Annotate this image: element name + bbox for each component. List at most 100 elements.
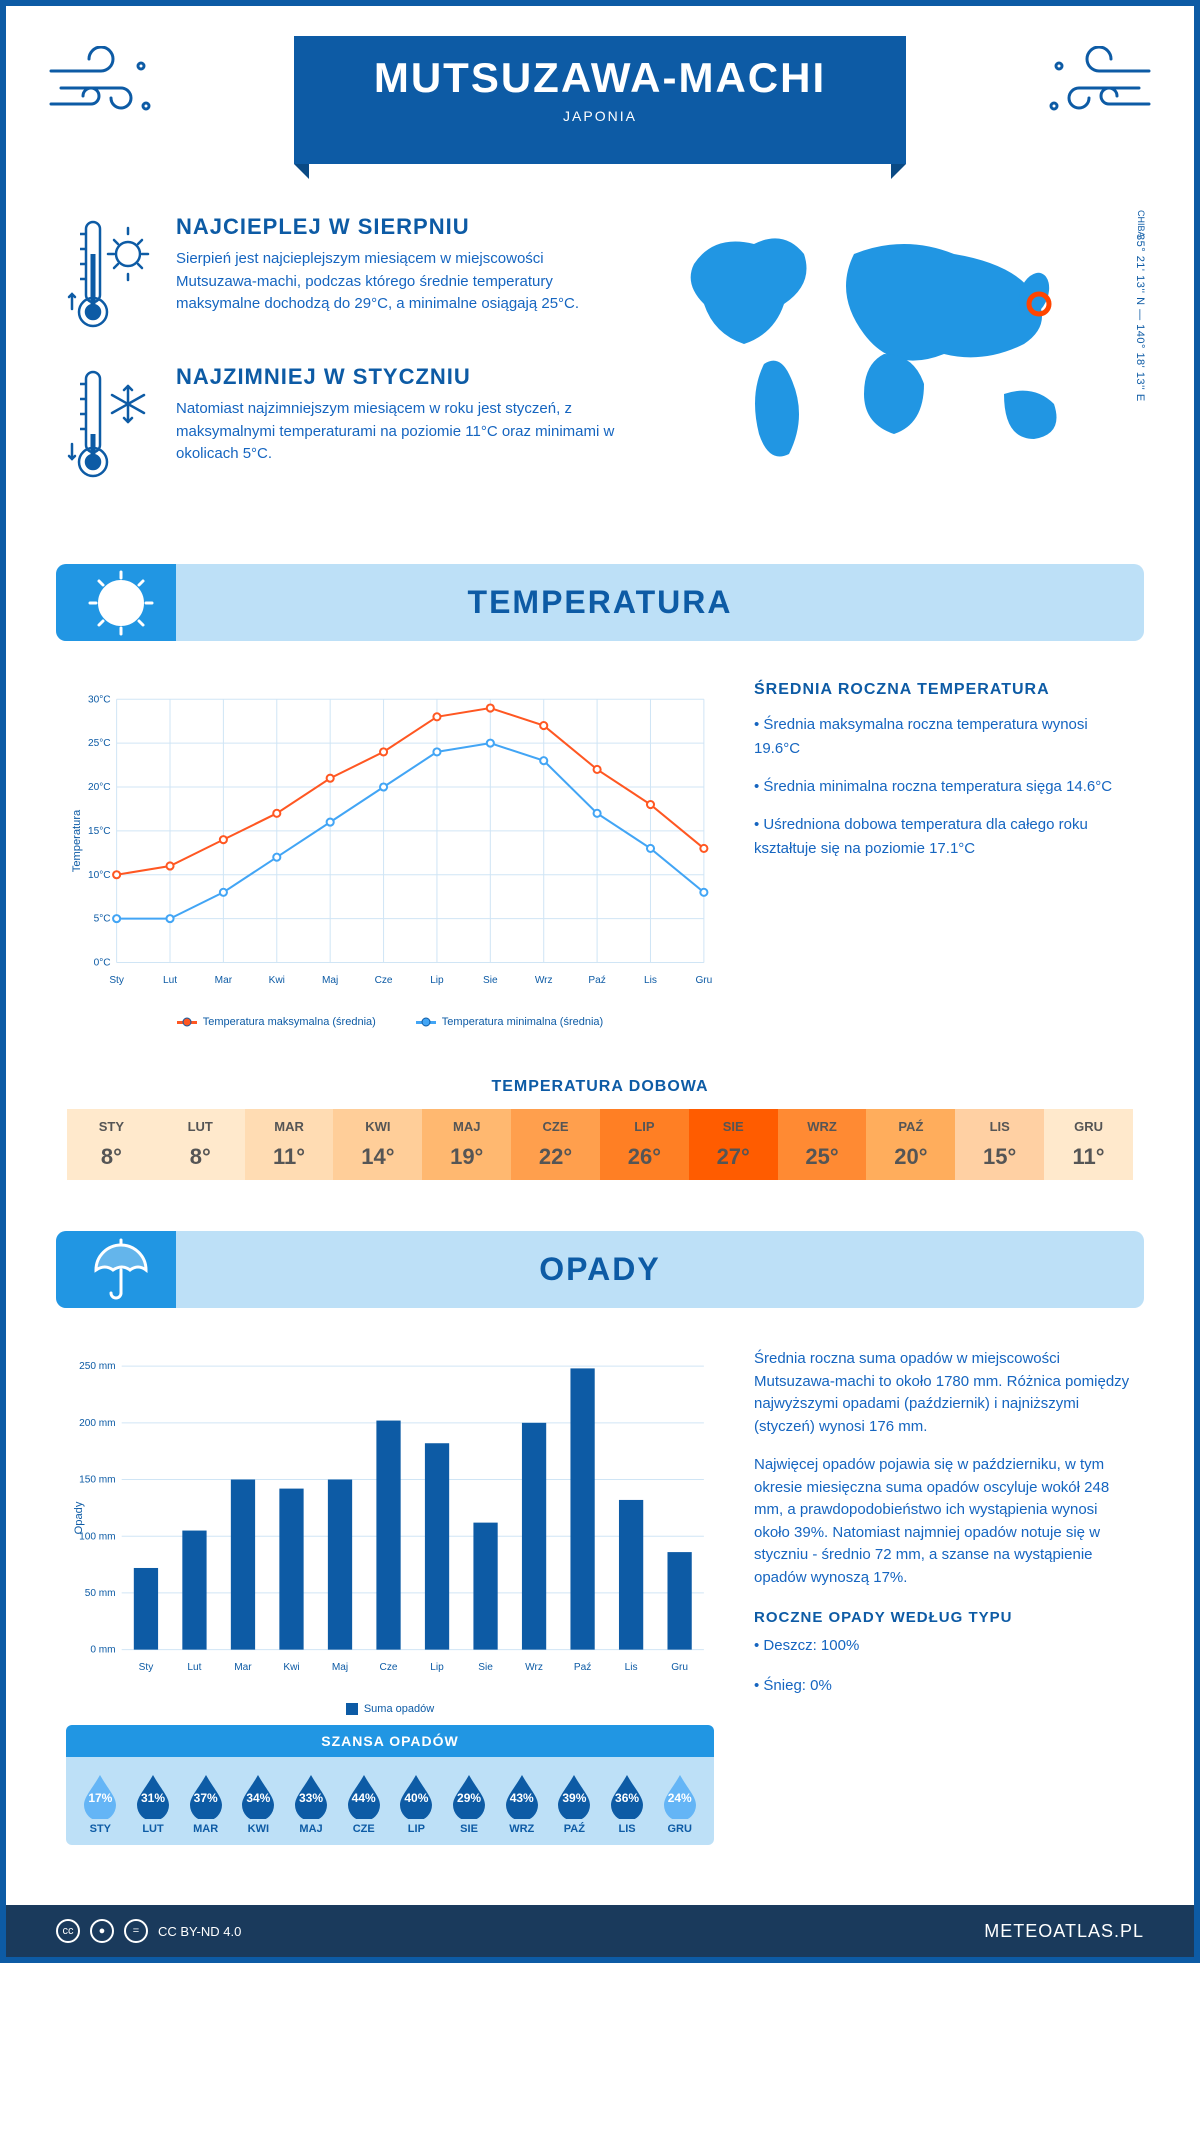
location-title: MUTSUZAWA-MACHI bbox=[374, 54, 826, 102]
precipitation-chance-box: SZANSA OPADÓW 17%STY31%LUT37%MAR34%KWI33… bbox=[66, 1725, 714, 1845]
wind-icon-left bbox=[46, 46, 166, 126]
chance-title: SZANSA OPADÓW bbox=[66, 1725, 714, 1757]
daily-temp-cell: KWI14° bbox=[333, 1109, 422, 1180]
temperature-summary: ŚREDNIA ROCZNA TEMPERATURA • Średnia mak… bbox=[754, 681, 1134, 1028]
nd-icon: = bbox=[124, 1919, 148, 1943]
chance-drop: 31%LUT bbox=[127, 1771, 180, 1835]
daily-temp-cell: CZE22° bbox=[511, 1109, 600, 1180]
svg-text:Lis: Lis bbox=[625, 1662, 638, 1673]
svg-text:Lut: Lut bbox=[187, 1662, 201, 1673]
temp-bullet: • Średnia maksymalna roczna temperatura … bbox=[754, 713, 1134, 761]
daily-temp-cell: MAR11° bbox=[245, 1109, 334, 1180]
hottest-block: NAJCIEPLEJ W SIERPNIU Sierpień jest najc… bbox=[66, 214, 624, 334]
precip-para-2: Najwięcej opadów pojawia się w październ… bbox=[754, 1454, 1134, 1589]
bar-legend: Suma opadów bbox=[66, 1703, 714, 1715]
chance-drop: 39%PAŹ bbox=[548, 1771, 601, 1835]
chance-drop: 36%LIS bbox=[601, 1771, 654, 1835]
coordinates-label: 35° 21' 13'' N — 140° 18' 13'' E bbox=[1134, 234, 1146, 402]
umbrella-icon bbox=[86, 1235, 156, 1305]
temperature-line-chart: 0°C5°C10°C15°C20°C25°C30°CStyLutMarKwiMa… bbox=[66, 681, 714, 1028]
svg-text:Sty: Sty bbox=[109, 975, 125, 986]
chance-drop: 34%KWI bbox=[232, 1771, 285, 1835]
svg-text:Kwi: Kwi bbox=[283, 1662, 299, 1673]
daily-temp-cell: SIE27° bbox=[689, 1109, 778, 1180]
brand-label: METEOATLAS.PL bbox=[984, 1921, 1144, 1942]
svg-text:Sie: Sie bbox=[483, 975, 498, 986]
svg-text:Opady: Opady bbox=[73, 1501, 85, 1534]
temperature-title: TEMPERATURA bbox=[76, 584, 1124, 621]
svg-text:50 mm: 50 mm bbox=[85, 1588, 116, 1599]
svg-text:Maj: Maj bbox=[332, 1662, 348, 1673]
svg-text:Mar: Mar bbox=[215, 975, 233, 986]
temp-bullet: • Uśredniona dobowa temperatura dla całe… bbox=[754, 813, 1134, 861]
sun-icon bbox=[86, 568, 156, 638]
svg-text:20°C: 20°C bbox=[88, 782, 111, 793]
svg-text:Sty: Sty bbox=[139, 1662, 155, 1673]
daily-temp-cell: STY8° bbox=[67, 1109, 156, 1180]
daily-temp-cell: LIS15° bbox=[955, 1109, 1044, 1180]
thermometer-cold-icon bbox=[66, 364, 156, 484]
hottest-title: NAJCIEPLEJ W SIERPNIU bbox=[176, 214, 624, 240]
page-footer: cc ● = CC BY-ND 4.0 METEOATLAS.PL bbox=[6, 1905, 1194, 1957]
coldest-title: NAJZIMNIEJ W STYCZNIU bbox=[176, 364, 624, 390]
precipitation-summary: Średnia roczna suma opadów w miejscowośc… bbox=[754, 1348, 1134, 1845]
chance-drop: 17%STY bbox=[74, 1771, 127, 1835]
svg-text:Lis: Lis bbox=[644, 975, 657, 986]
legend-item: Temperatura maksymalna (średnia) bbox=[177, 1016, 376, 1028]
svg-text:25°C: 25°C bbox=[88, 738, 111, 749]
world-map: CHIBA 35° 21' 13'' N — 140° 18' 13'' E bbox=[654, 214, 1134, 514]
svg-text:15°C: 15°C bbox=[88, 826, 111, 837]
precipitation-bar-chart: 0 mm50 mm100 mm150 mm200 mm250 mmStyLutM… bbox=[66, 1348, 714, 1688]
daily-temp-cell: MAJ19° bbox=[422, 1109, 511, 1180]
svg-text:Cze: Cze bbox=[375, 975, 393, 986]
temperature-section-header: TEMPERATURA bbox=[56, 564, 1144, 641]
precip-type-title: ROCZNE OPADY WEDŁUG TYPU bbox=[754, 1609, 1134, 1626]
svg-text:Kwi: Kwi bbox=[269, 975, 285, 986]
chance-drop: 43%WRZ bbox=[495, 1771, 548, 1835]
chance-drop: 29%SIE bbox=[443, 1771, 496, 1835]
by-icon: ● bbox=[90, 1919, 114, 1943]
svg-text:Gru: Gru bbox=[671, 1662, 688, 1673]
daily-temp-cell: WRZ25° bbox=[778, 1109, 867, 1180]
precipitation-section-header: OPADY bbox=[56, 1231, 1144, 1308]
svg-text:Lip: Lip bbox=[430, 975, 444, 986]
wind-icon-right bbox=[1034, 46, 1154, 126]
license-text: CC BY-ND 4.0 bbox=[158, 1924, 241, 1939]
cc-icon: cc bbox=[56, 1919, 80, 1943]
coldest-block: NAJZIMNIEJ W STYCZNIU Natomiast najzimni… bbox=[66, 364, 624, 484]
chance-drop: 24%GRU bbox=[653, 1771, 706, 1835]
chance-drop: 33%MAJ bbox=[285, 1771, 338, 1835]
svg-text:0°C: 0°C bbox=[94, 958, 111, 969]
intro-section: NAJCIEPLEJ W SIERPNIU Sierpień jest najc… bbox=[6, 184, 1194, 544]
svg-text:Cze: Cze bbox=[380, 1662, 398, 1673]
daily-temp-cell: PAŹ20° bbox=[866, 1109, 955, 1180]
svg-text:150 mm: 150 mm bbox=[79, 1475, 116, 1486]
svg-text:Temperatura: Temperatura bbox=[71, 809, 83, 872]
hottest-text: Sierpień jest najcieplejszym miesiącem w… bbox=[176, 248, 624, 316]
svg-text:Lip: Lip bbox=[430, 1662, 444, 1673]
daily-temp-cell: LUT8° bbox=[156, 1109, 245, 1180]
page-header: MUTSUZAWA-MACHI JAPONIA bbox=[6, 6, 1194, 184]
coldest-text: Natomiast najzimniejszym miesiącem w rok… bbox=[176, 398, 624, 466]
title-banner: MUTSUZAWA-MACHI JAPONIA bbox=[294, 36, 906, 164]
svg-text:Wrz: Wrz bbox=[535, 975, 553, 986]
svg-text:Mar: Mar bbox=[234, 1662, 252, 1673]
svg-text:200 mm: 200 mm bbox=[79, 1418, 116, 1429]
temp-summary-title: ŚREDNIA ROCZNA TEMPERATURA bbox=[754, 681, 1134, 699]
svg-text:Maj: Maj bbox=[322, 975, 338, 986]
thermometer-hot-icon bbox=[66, 214, 156, 334]
precipitation-title: OPADY bbox=[76, 1251, 1124, 1288]
legend-item: Temperatura minimalna (średnia) bbox=[416, 1016, 603, 1028]
chance-drop: 44%CZE bbox=[337, 1771, 390, 1835]
svg-text:0 mm: 0 mm bbox=[90, 1645, 115, 1656]
daily-temp-title: TEMPERATURA DOBOWA bbox=[6, 1078, 1194, 1096]
daily-temp-table: STY8°LUT8°MAR11°KWI14°MAJ19°CZE22°LIP26°… bbox=[66, 1108, 1134, 1181]
svg-text:250 mm: 250 mm bbox=[79, 1361, 116, 1372]
chance-drop: 40%LIP bbox=[390, 1771, 443, 1835]
svg-text:30°C: 30°C bbox=[88, 694, 111, 705]
chance-drop: 37%MAR bbox=[179, 1771, 232, 1835]
daily-temp-cell: LIP26° bbox=[600, 1109, 689, 1180]
svg-text:Wrz: Wrz bbox=[525, 1662, 543, 1673]
precip-para-1: Średnia roczna suma opadów w miejscowośc… bbox=[754, 1348, 1134, 1438]
country-label: JAPONIA bbox=[374, 108, 826, 124]
